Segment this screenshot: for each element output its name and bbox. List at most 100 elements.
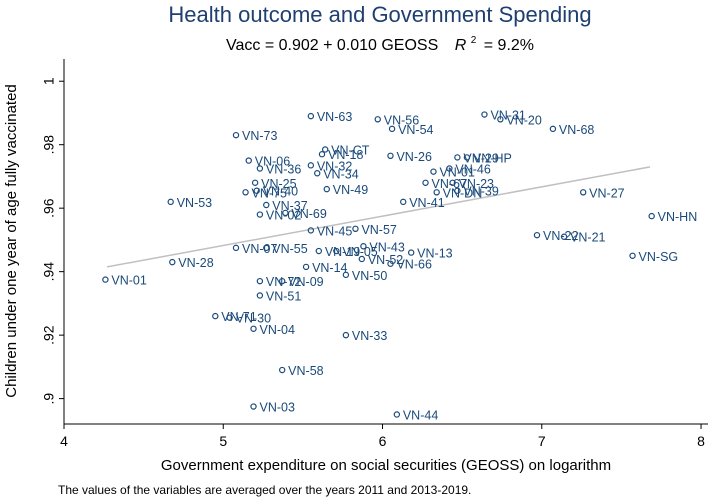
data-point-label: VN-72 [266,275,301,289]
data-point-label: VN-05 [342,245,377,259]
data-point-marker [250,403,257,410]
data-point-label: VN-44 [403,408,438,422]
data-point-marker [358,255,366,263]
data-point-marker [449,179,456,186]
data-point-marker [374,116,381,123]
data-point-label: VN-03 [260,401,295,415]
data-point-label: VN-27 [589,186,624,200]
data-point-label: VN-46 [455,163,490,177]
x-tick-label: 7 [538,433,546,449]
x-tick-label: 8 [697,433,705,449]
data-point-label: VN-31 [490,109,525,123]
data-point-label: VN-29 [463,151,498,165]
data-point-label: VN-69 [291,207,326,221]
r-squared-symbol: R [455,37,467,54]
data-point-marker [278,366,286,374]
data-point-label: VN-54 [398,123,433,137]
data-point-marker [433,189,440,196]
data-point-label: VN-57 [361,223,396,237]
data-point-label: VN-14 [312,261,347,275]
data-point-marker [342,331,350,339]
data-point-marker [307,112,315,120]
r-squared-value: = 9.2% [484,37,534,54]
data-point-label: VN-52 [368,253,403,267]
data-point-label: VN-01 [111,274,146,288]
data-point-label: VN-75 [252,186,287,200]
data-point-label: VN-45 [317,224,352,238]
data-point-label: VN-21 [570,231,605,245]
x-tick-label: 6 [379,433,387,449]
data-point-label: VN-13 [417,247,452,261]
y-tick-label: .96 [41,198,57,218]
data-point-label: VN-68 [559,123,594,137]
data-point-label: VN-36 [266,163,301,177]
data-point-label: VN-SG [639,250,679,264]
plot-area [64,59,708,424]
data-point-label: VN-56 [384,113,419,127]
data-point-label: VN-34 [323,167,358,181]
data-point-marker [560,233,568,240]
data-point-label: VN-09 [288,275,323,289]
data-point-marker [318,151,326,158]
data-point-label: VN-53 [177,196,212,210]
data-point-marker [333,247,340,255]
data-point-label: VN-18 [328,148,363,162]
data-point-marker [321,146,329,153]
chart-title: Health outcome and Government Spending [168,2,591,27]
data-point-label: VN-04 [260,323,295,337]
data-point-marker [463,154,471,161]
data-point-label: VN-39 [463,185,498,199]
y-tick-label: .92 [41,325,57,345]
data-point-label: VN-CT [331,143,370,157]
data-point-marker [256,211,264,218]
data-point-marker [648,212,655,220]
data-point-marker [307,227,315,234]
data-point-marker [251,179,259,186]
data-point-marker [232,131,240,139]
data-point-label: VN-25 [261,177,296,191]
r-squared-exponent: 2 [471,35,477,46]
data-point-marker [579,189,587,196]
data-point-marker [232,244,240,252]
data-point-label: VN-22 [543,229,578,243]
data-point-marker [256,165,264,172]
data-point-marker [315,247,323,255]
data-point-marker [454,154,461,161]
x-axis-title: Government expenditure on social securit… [161,457,611,474]
data-point-label: VN-40 [263,185,298,199]
data-point-marker [242,189,249,196]
data-point-marker [169,258,176,266]
data-point-marker [278,277,286,285]
data-point-label: VN-51 [266,289,301,303]
y-axis-title: Children under one year of age fully vac… [3,84,20,398]
data-point-marker [393,411,401,418]
data-point-marker [102,276,109,283]
data-point-marker [481,111,488,118]
data-point-marker [422,179,429,186]
y-tick-label: .98 [41,135,57,155]
data-point-marker [430,168,437,175]
chart-subtitle: Vacc = 0.902 + 0.010 GEOSS R 2 = 9.2% [226,30,534,54]
data-point-label: VN-73 [242,129,277,143]
data-point-label: VN-06 [255,155,290,169]
data-point-marker [533,231,541,239]
data-point-marker [256,292,264,299]
data-point-label: VN-66 [396,258,431,272]
data-points: VN-01VN-28VN-53VN-71VN-30VN-73VN-07VN-75… [102,109,697,422]
regression-equation: Vacc = 0.902 + 0.010 GEOSS [226,37,438,54]
data-point-label: VN-30 [236,312,271,326]
y-tick-label: .94 [41,262,57,282]
data-point-label: VN-37 [272,199,307,213]
data-point-label: VN-32 [317,159,352,173]
data-point-label: VN-50 [352,269,387,283]
regression-fit-line [106,166,651,268]
data-point-marker [256,277,264,285]
data-point-marker [302,263,310,271]
y-tick-label: .9 [41,393,57,405]
data-point-label: VN-55 [272,242,307,256]
data-point-label: VN-DN [443,186,483,200]
data-point-marker [352,225,359,233]
data-point-marker [400,198,407,206]
data-point-marker [314,170,321,177]
